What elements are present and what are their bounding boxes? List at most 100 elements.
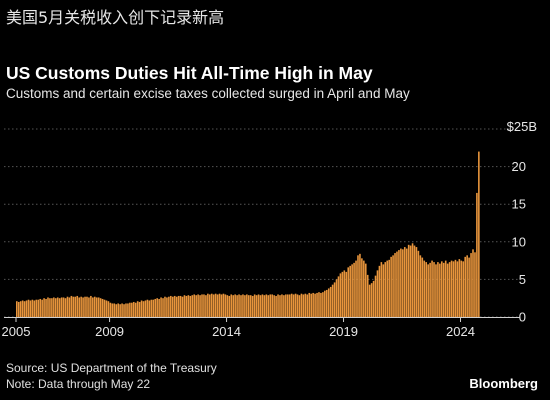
data-bar: [269, 294, 272, 317]
data-bar: [265, 294, 268, 317]
x-tick-label: 2024: [446, 324, 475, 339]
data-bar: [448, 262, 451, 317]
data-bar: [177, 295, 180, 317]
data-bar: [183, 295, 186, 317]
data-bar: [458, 259, 461, 317]
data-bar: [193, 294, 196, 317]
data-bar: [164, 296, 166, 317]
data-bar: [263, 295, 266, 317]
data-bar: [441, 261, 443, 317]
data-bar: [398, 250, 400, 317]
data-bar: [144, 300, 147, 317]
data-bar: [279, 295, 281, 317]
data-bar: [131, 302, 133, 317]
data-bar: [156, 298, 158, 317]
data-bar: [288, 294, 291, 317]
data-bar: [248, 295, 250, 317]
data-bar: [273, 295, 275, 317]
data-bar: [240, 295, 242, 317]
data-bar: [318, 292, 320, 317]
data-bar: [203, 294, 205, 317]
data-bar: [175, 296, 178, 317]
data-bar: [384, 262, 387, 317]
data-bar: [158, 298, 160, 317]
data-bar: [74, 296, 77, 317]
data-bar: [195, 295, 197, 317]
data-bar: [261, 294, 264, 317]
data-bar: [119, 304, 121, 317]
data-bar: [117, 303, 119, 317]
data-bar: [304, 293, 307, 317]
data-bar: [218, 293, 221, 317]
data-bar: [125, 303, 127, 317]
data-bar: [403, 247, 406, 317]
data-bar: [366, 274, 369, 317]
data-bar: [134, 302, 137, 317]
data-bar: [324, 290, 326, 317]
data-bar: [462, 261, 465, 317]
data-bar: [64, 298, 67, 317]
data-bar: [413, 245, 416, 317]
data-bar: [341, 271, 344, 317]
data-bar: [150, 299, 153, 317]
data-bar: [411, 243, 414, 317]
data-bar: [82, 297, 84, 317]
data-bar: [283, 295, 285, 317]
data-bar: [84, 296, 86, 317]
data-bar: [19, 301, 22, 317]
data-bar: [17, 301, 20, 317]
data-bar: [47, 297, 49, 317]
data-bar: [132, 301, 135, 317]
data-bar: [277, 294, 279, 317]
data-bar: [314, 293, 316, 317]
data-bar: [60, 297, 63, 317]
data-bar: [286, 294, 289, 317]
data-bar: [409, 245, 412, 317]
data-bar: [109, 302, 112, 317]
data-bar: [53, 297, 55, 317]
data-bar: [320, 292, 322, 317]
data-bar: [111, 303, 114, 317]
data-bar: [470, 253, 472, 317]
data-bar: [421, 257, 424, 317]
data-bar: [285, 294, 287, 317]
data-bar: [333, 282, 336, 317]
data-bar: [154, 298, 157, 317]
chart-plot: 0 5 10 15 20 $25B 2005 2009 2014 2019 2024: [2, 119, 537, 339]
data-bar: [66, 296, 69, 317]
data-bar: [138, 301, 141, 317]
data-bar: [224, 294, 227, 317]
data-bar: [460, 260, 463, 317]
data-bar: [31, 299, 34, 317]
data-bar: [160, 297, 162, 317]
data-bar: [88, 297, 90, 317]
data-bar: [359, 253, 361, 317]
data-bar: [80, 296, 82, 317]
data-bar: [39, 298, 41, 317]
data-bar: [140, 300, 143, 317]
data-bar: [209, 294, 211, 317]
x-tick-label: 2014: [212, 324, 241, 339]
y-tick-labels: 0 5 10 15 20 $25B: [507, 119, 537, 325]
data-bar: [427, 264, 429, 317]
data-bar: [25, 300, 28, 317]
data-bar: [415, 247, 418, 317]
data-bar: [327, 288, 330, 317]
data-bar: [29, 300, 32, 317]
data-bar: [45, 298, 47, 317]
data-bar: [433, 262, 435, 317]
data-bar: [396, 251, 398, 317]
data-bar: [290, 293, 293, 317]
data-bar: [368, 284, 371, 317]
source-note: Source: US Department of the Treasury: [6, 361, 217, 375]
data-bar: [16, 301, 18, 317]
data-bar: [216, 294, 219, 317]
data-bar: [232, 295, 234, 317]
y-tick-label: 0: [519, 310, 526, 325]
data-note: Note: Data through May 22: [6, 377, 151, 391]
data-bar: [201, 294, 203, 317]
data-bar: [179, 295, 182, 317]
headline-chinese: 美国5月关税收入创下记录新高: [6, 8, 225, 27]
data-bar: [429, 262, 431, 317]
data-bar: [361, 258, 363, 317]
